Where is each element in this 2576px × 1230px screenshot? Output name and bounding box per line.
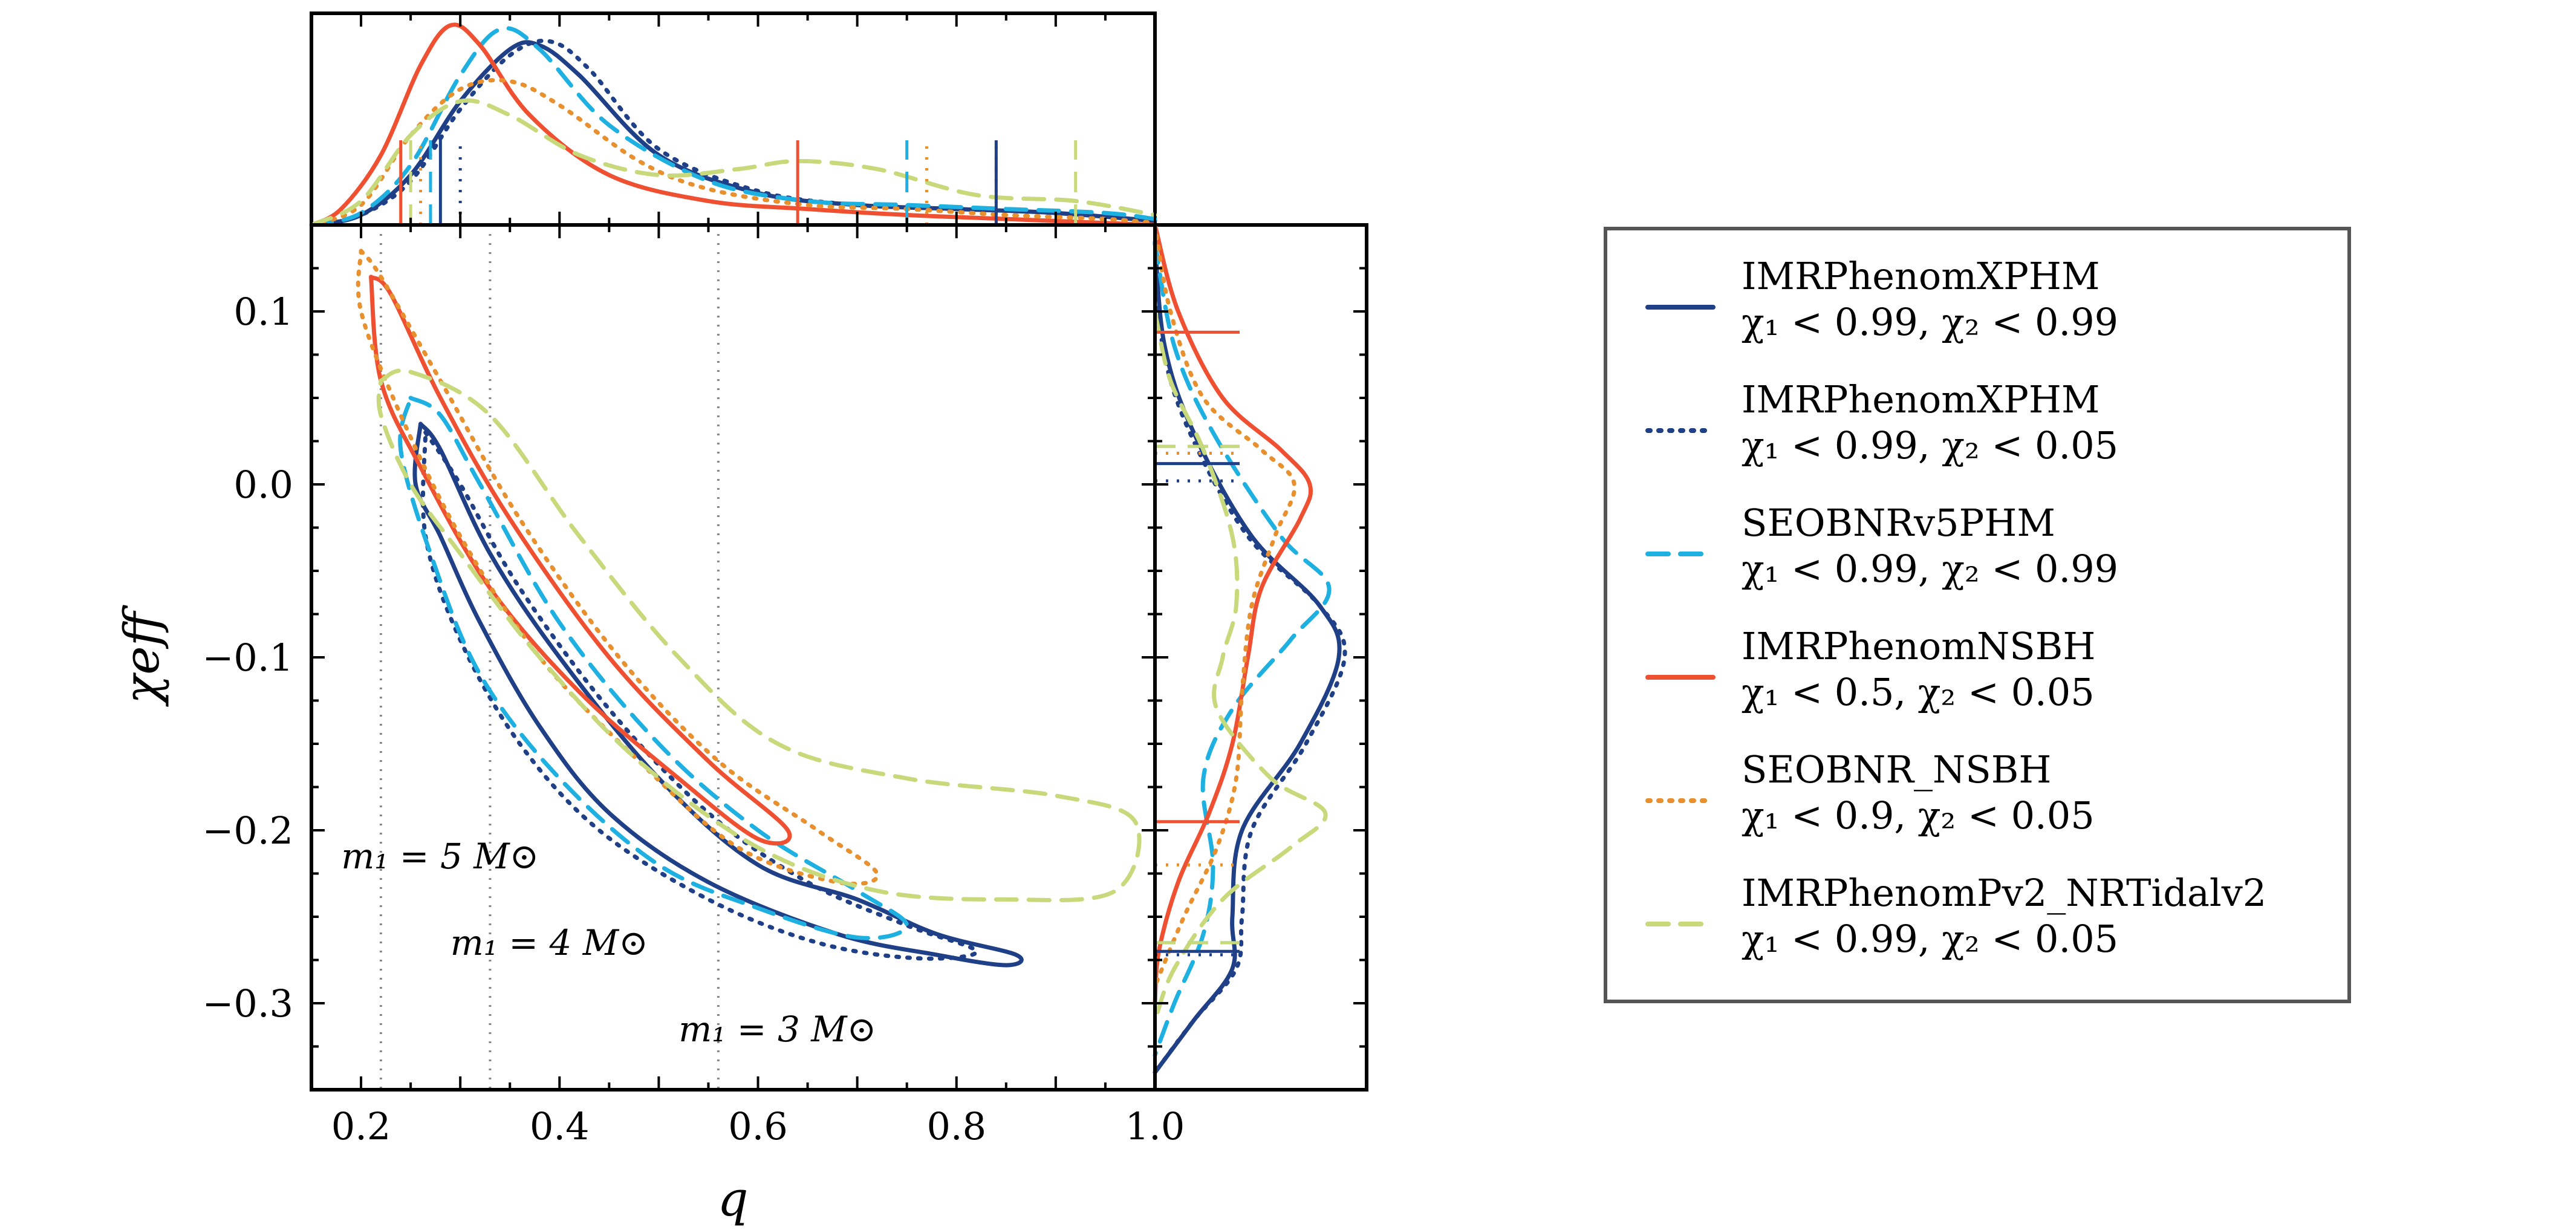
x-axis-label: q bbox=[717, 1171, 748, 1227]
legend-series-name: IMRPhenomPv2_NRTidalv2 bbox=[1742, 871, 2266, 915]
legend-series-constraint: χ₁ < 0.5, χ₂ < 0.05 bbox=[1742, 670, 2095, 714]
chi-eff-marginal-series-4 bbox=[1153, 223, 1297, 988]
x-tick-label: 0.4 bbox=[530, 1104, 590, 1148]
y-tick-label: 0.0 bbox=[233, 463, 293, 507]
legend-series-name: IMRPhenomNSBH bbox=[1742, 624, 2095, 668]
axis-ticks bbox=[310, 13, 1367, 1091]
contour-series-3 bbox=[369, 275, 792, 846]
contour-series-0 bbox=[412, 421, 1024, 968]
y-axis-label: χeff bbox=[114, 604, 170, 707]
x-tick-label: 0.8 bbox=[926, 1104, 986, 1148]
legend-series-constraint: χ₁ < 0.99, χ₂ < 0.05 bbox=[1742, 917, 2118, 961]
legend-series-constraint: χ₁ < 0.99, χ₂ < 0.05 bbox=[1742, 423, 2118, 467]
legend-series-name: SEOBNRv5PHM bbox=[1742, 501, 2055, 545]
chi-eff-marginal-series-5 bbox=[1153, 309, 1328, 1023]
mass-line-labels: m₁ = 5 M⊙ m₁ = 4 M⊙ m₁ = 3 M⊙ bbox=[341, 836, 876, 1050]
legend-series-constraint: χ₁ < 0.99, χ₂ < 0.99 bbox=[1742, 300, 2118, 344]
q-marginal-series-1 bbox=[309, 39, 1157, 227]
legend-series-name: IMRPhenomXPHM bbox=[1742, 254, 2100, 298]
q-marginal-series-5 bbox=[309, 98, 1157, 227]
legend-series-constraint: χ₁ < 0.9, χ₂ < 0.05 bbox=[1742, 793, 2095, 838]
mass-line-label-0: m₁ = 5 M⊙ bbox=[341, 836, 539, 877]
y-tick-label: −0.1 bbox=[202, 636, 293, 680]
chi-eff-credible-intervals bbox=[1155, 330, 1240, 957]
chi-eff-marginal-frame bbox=[1153, 223, 1368, 1092]
legend-frame bbox=[1604, 227, 2351, 1003]
joint-panel-frame bbox=[310, 223, 1157, 1092]
x-tick-label: 0.6 bbox=[728, 1104, 788, 1148]
chi-eff-marginal-series-2 bbox=[1153, 240, 1332, 1058]
chi-eff-marginal-panel bbox=[1153, 223, 1368, 1092]
q-marginal-series-2 bbox=[309, 26, 1157, 227]
x-tick-label: 0.2 bbox=[331, 1104, 391, 1148]
q-credible-intervals bbox=[399, 140, 1078, 225]
contour-series-4 bbox=[356, 249, 880, 887]
legend-series-constraint: χ₁ < 0.99, χ₂ < 0.99 bbox=[1742, 547, 2118, 591]
mass-line-label-2: m₁ = 3 M⊙ bbox=[678, 1009, 876, 1050]
chi-eff-marginal-series-3 bbox=[1153, 223, 1313, 1006]
q-marginal-panel bbox=[309, 11, 1157, 227]
contour-series-2 bbox=[398, 395, 909, 940]
joint-posterior-panel: 0.2 0.4 0.6 0.8 1.0 0.1 0.0 −0.1 −0.2 −0.3 m₁ = 5… bbox=[202, 13, 1367, 1148]
y-tick-label: −0.3 bbox=[202, 981, 293, 1026]
mass-line-label-1: m₁ = 4 M⊙ bbox=[450, 922, 648, 963]
chi-eff-marginal-curves bbox=[1153, 223, 1347, 1075]
credible-contours bbox=[356, 249, 1142, 968]
legend-series-name: SEOBNR_NSBH bbox=[1742, 747, 2051, 792]
q-marginal-curves bbox=[309, 22, 1157, 227]
axis-tick-labels: 0.2 0.4 0.6 0.8 1.0 0.1 0.0 −0.1 −0.2 −0.3 bbox=[202, 290, 1185, 1148]
contour-series-1 bbox=[420, 430, 979, 961]
legend-series-name: IMRPhenomXPHM bbox=[1742, 377, 2100, 421]
chi-eff-marginal-series-1 bbox=[1153, 240, 1347, 1075]
y-tick-label: −0.2 bbox=[202, 809, 293, 853]
y-tick-label: 0.1 bbox=[233, 290, 293, 334]
contour-series-5 bbox=[376, 368, 1142, 903]
x-tick-label: 1.0 bbox=[1125, 1104, 1185, 1148]
